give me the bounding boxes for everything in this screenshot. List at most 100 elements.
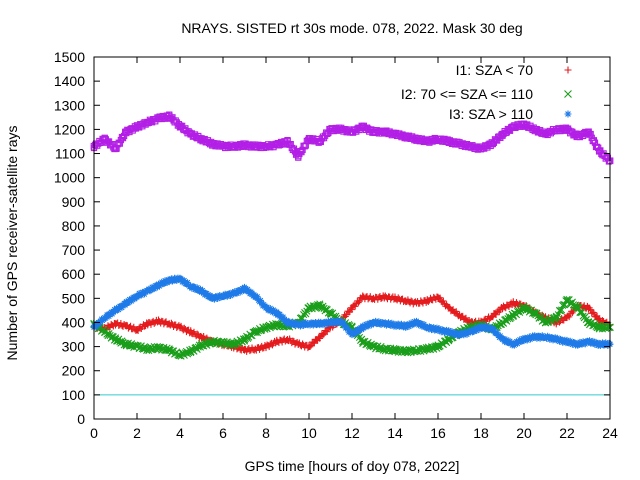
data-point	[273, 141, 281, 149]
data-point	[456, 311, 463, 319]
marker	[276, 310, 284, 318]
legend-marker	[564, 110, 572, 118]
marker	[599, 339, 606, 346]
marker	[344, 325, 351, 332]
marker	[440, 297, 447, 305]
data-point	[391, 130, 399, 138]
marker	[539, 332, 546, 339]
marker	[115, 306, 122, 313]
data-point	[111, 335, 120, 344]
y-tick-label: 500	[62, 290, 86, 306]
data-point	[337, 317, 345, 325]
y-tick-label: 600	[62, 266, 86, 282]
data-point	[466, 142, 474, 150]
marker	[428, 326, 435, 334]
marker	[151, 320, 158, 327]
marker	[425, 298, 432, 305]
data-point	[240, 335, 249, 344]
data-point	[563, 338, 571, 346]
marker	[171, 274, 178, 282]
y-tick-label: 1000	[54, 170, 85, 186]
data-point	[122, 340, 131, 348]
marker	[460, 331, 467, 339]
marker	[497, 332, 504, 339]
data-point	[402, 322, 410, 330]
marker	[582, 340, 589, 348]
data-point	[176, 275, 184, 283]
x-tick-label: 18	[473, 425, 489, 441]
data-point	[380, 293, 388, 301]
data-point	[186, 347, 195, 356]
marker	[332, 320, 340, 327]
data-point	[552, 335, 560, 343]
data-point	[305, 320, 313, 328]
data-point	[133, 342, 141, 351]
data-point	[241, 285, 248, 293]
data-point	[305, 343, 313, 350]
marker	[355, 328, 362, 336]
data-point	[176, 351, 184, 359]
y-tick-label: 1100	[55, 146, 85, 162]
data-point	[294, 321, 302, 329]
y-tick-label: 400	[62, 314, 86, 330]
data-point	[552, 126, 560, 133]
legend-label: I1: SZA < 70	[456, 62, 534, 78]
marker	[544, 318, 552, 326]
marker	[490, 325, 498, 333]
data-point	[198, 333, 205, 341]
y-axis-label: Number of GPS receiver-satellite rays	[4, 126, 20, 361]
x-axis-label: GPS time [hours of doy 078, 2022]	[245, 458, 460, 474]
y-tick-label: 700	[62, 242, 86, 258]
data-point	[380, 320, 388, 328]
marker	[526, 306, 535, 314]
marker	[105, 313, 113, 320]
marker	[546, 336, 553, 343]
marker	[463, 331, 471, 338]
marker	[473, 327, 480, 334]
data-point	[133, 326, 141, 334]
data-point	[531, 126, 539, 133]
data-point	[359, 123, 367, 131]
data-point	[208, 337, 217, 346]
marker	[269, 308, 276, 316]
marker	[372, 317, 379, 325]
data-point	[445, 328, 453, 336]
data-point	[412, 346, 421, 355]
data-point	[262, 304, 270, 312]
data-point	[112, 145, 119, 153]
marker	[319, 321, 327, 329]
x-tick-label: 8	[262, 425, 270, 441]
data-point	[112, 307, 119, 314]
data-point	[284, 138, 291, 145]
data-point	[101, 135, 109, 143]
data-point	[573, 304, 582, 312]
data-point	[380, 345, 389, 353]
data-point	[477, 323, 485, 331]
data-point	[219, 292, 227, 300]
data-point	[262, 142, 270, 150]
marker	[116, 140, 123, 147]
marker	[400, 323, 407, 331]
marker	[493, 329, 501, 336]
marker	[237, 289, 244, 296]
data-point	[585, 338, 592, 346]
legend-marker	[564, 90, 572, 98]
legend-label: I3: SZA > 110	[449, 106, 533, 122]
data-point	[251, 345, 259, 353]
marker	[395, 294, 402, 301]
y-tick-label: 300	[62, 339, 86, 355]
data-point	[198, 287, 205, 295]
marker	[571, 339, 578, 346]
marker	[589, 337, 596, 345]
y-tick-label: 1200	[54, 121, 85, 137]
data-point	[251, 142, 259, 150]
marker	[535, 332, 543, 340]
marker	[128, 297, 135, 305]
marker	[181, 324, 188, 332]
data-point	[122, 299, 130, 307]
data-point	[413, 135, 420, 143]
data-point	[520, 304, 528, 312]
series-3	[90, 111, 614, 165]
data-point	[584, 318, 593, 327]
